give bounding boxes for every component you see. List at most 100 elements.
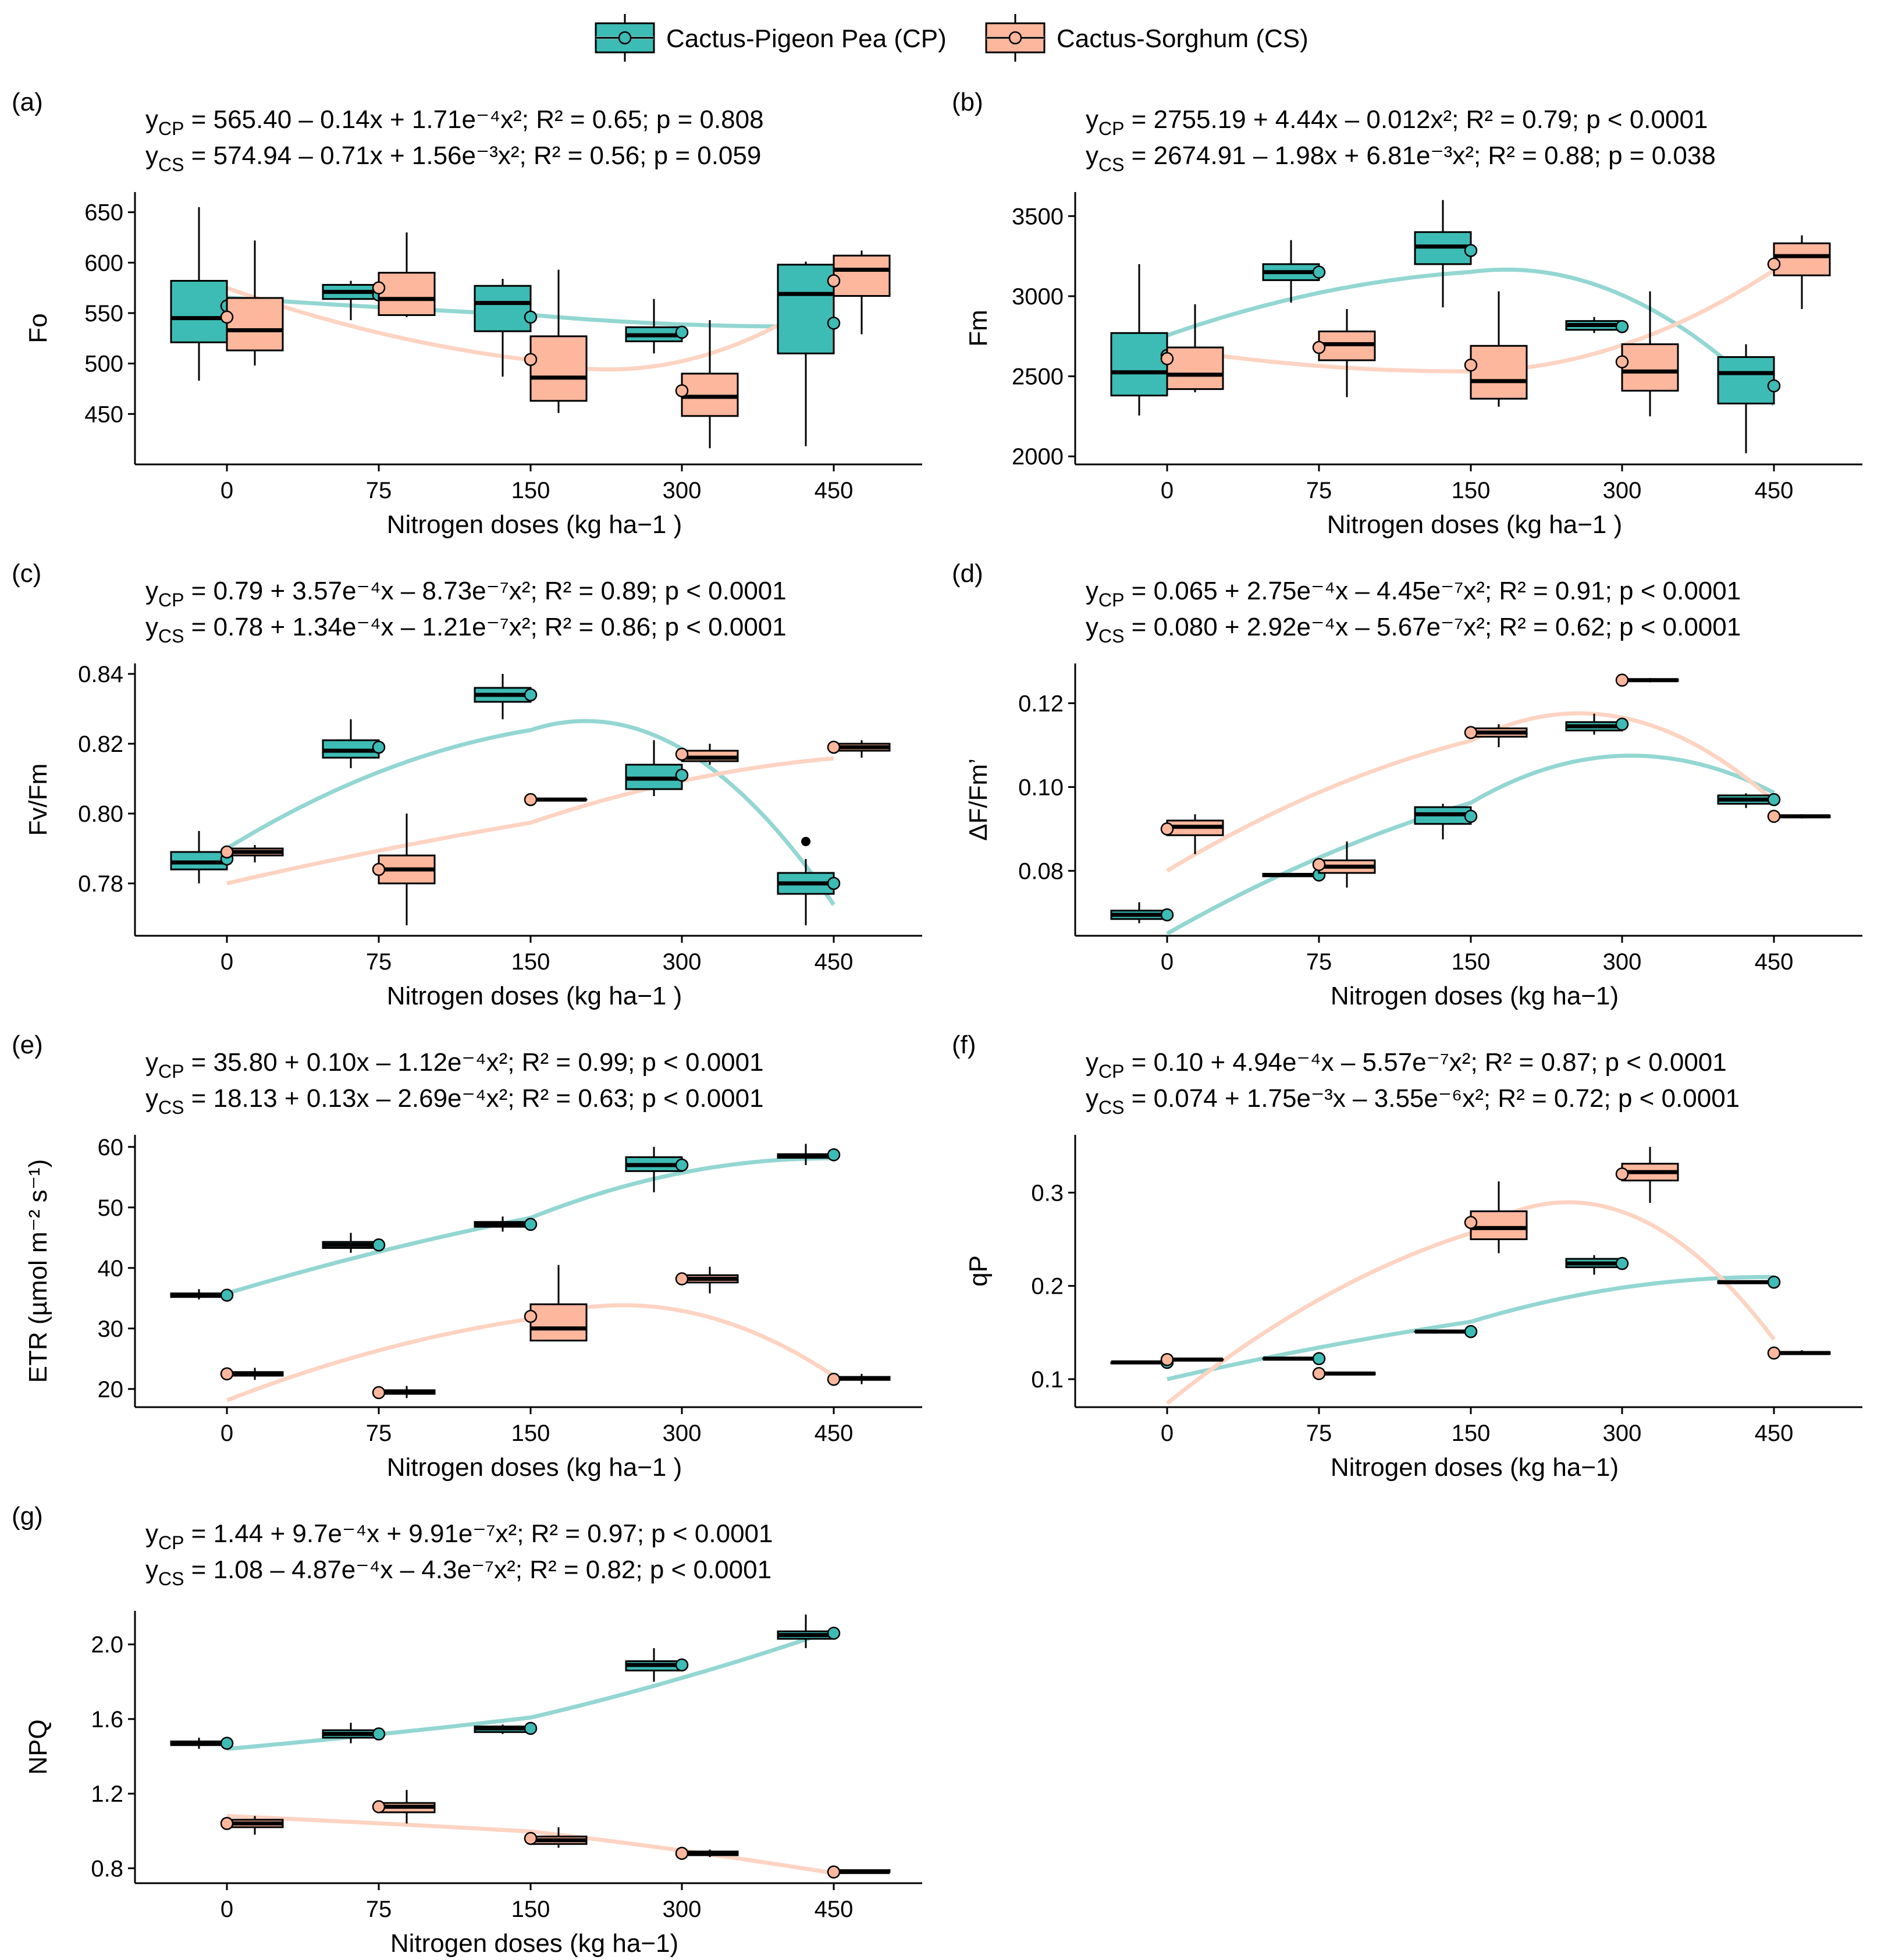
equation-subscript: CS <box>158 154 184 175</box>
box-cs-0 <box>1160 814 1224 854</box>
equation-y: y <box>1086 1084 1098 1113</box>
box-cs-150 <box>524 1827 588 1848</box>
box-cs-75 <box>372 1386 436 1400</box>
legend-key-cs <box>985 14 1046 62</box>
box-cs-75 <box>1312 308 1376 397</box>
mean-point <box>524 353 538 366</box>
eq-cs-equation: yCS = 0.78 + 1.34e⁻⁴x – 1.21e⁻⁷x²; R² = … <box>145 613 787 647</box>
box-cp-450 <box>1717 793 1781 808</box>
box-iqr <box>1470 1210 1528 1241</box>
fit-curve-cs <box>1165 1200 1776 1405</box>
mean-point <box>1767 793 1781 807</box>
fit-curve-cp <box>1166 267 1776 406</box>
box-cs-300 <box>675 320 739 449</box>
fit-curve-cs <box>226 1303 835 1402</box>
equation-subscript: CS <box>158 1568 184 1589</box>
box-iqr <box>1110 332 1168 397</box>
eq-cs-equation: yCS = 574.94 – 0.71x + 1.56e⁻³x²; R² = 0… <box>145 141 761 175</box>
mean-point <box>1312 340 1326 354</box>
box-cs-450 <box>827 740 891 758</box>
box-cs-150 <box>524 793 588 807</box>
mean-point <box>675 384 689 397</box>
mean-point <box>1160 908 1174 922</box>
x-tick-label: 150 <box>1452 1421 1491 1446</box>
mean-point <box>220 1288 234 1302</box>
mean-point <box>1615 319 1629 333</box>
mean-point <box>1312 265 1326 279</box>
box-iqr <box>170 280 228 343</box>
equation-y: y <box>1086 1048 1098 1077</box>
equation-body: = 18.13 + 0.13x – 2.69e⁻⁴x²; R² = 0.63; … <box>184 1084 763 1113</box>
box-cs-150 <box>524 1265 588 1342</box>
box-cs-300 <box>675 1266 739 1294</box>
eq-cs-equation: yCS = 1.08 – 4.87e⁻⁴x – 4.3e⁻⁷x²; R² = 0… <box>145 1556 771 1589</box>
eq-cs-equation: yCS = 2674.91 – 1.98x + 6.81e⁻³x²; R² = … <box>1086 141 1716 175</box>
box-cp-150 <box>474 1721 538 1735</box>
equation-body: = 2674.91 – 1.98x + 6.81e⁻³x²; R² = 0.88… <box>1124 141 1715 170</box>
equation-body: = 0.074 + 1.75e⁻³x – 3.55e⁻⁶x²; R² = 0.7… <box>1124 1084 1740 1113</box>
box-cs-75 <box>372 1789 436 1824</box>
x-tick-label: 450 <box>815 1897 854 1922</box>
chart-panel-b: (b) yCP = 2755.19 + 4.44x – 0.012x²; R² =… <box>952 88 1862 539</box>
equation-y: y <box>1086 577 1098 605</box>
box-cp-0 <box>170 1737 234 1750</box>
equation-body: = 1.44 + 9.7e⁻⁴x + 9.91e⁻⁷x²; R² = 0.97;… <box>184 1519 773 1548</box>
box-iqr <box>226 297 284 351</box>
x-tick-label: 450 <box>1755 949 1794 975</box>
equation-body: = 565.40 – 0.14x + 1.71e⁻⁴x²; R² = 0.65;… <box>184 105 763 134</box>
legend-label-cp: Cactus-Pigeon Pea (CP) <box>666 24 947 53</box>
y-axis-title: Fv/Fm <box>24 764 52 836</box>
equation-y: y <box>145 577 158 605</box>
box-cp-0 <box>170 207 234 381</box>
y-tick-label: 1.2 <box>91 1781 123 1807</box>
x-tick-label: 150 <box>1452 949 1491 975</box>
equation-y: y <box>145 1084 158 1113</box>
equation-subscript: CS <box>1098 1097 1124 1118</box>
box-cs-0 <box>220 1816 284 1835</box>
y-tick-label: 0.10 <box>1018 775 1064 800</box>
box-cp-150 <box>1414 200 1478 308</box>
box-cs-450 <box>1767 1346 1831 1360</box>
legend-key-cp <box>595 14 655 62</box>
fit-curve-cs <box>1166 711 1776 873</box>
eq-cp-equation: yCP = 0.065 + 2.75e⁻⁴x – 4.45e⁻⁷x²; R² =… <box>1086 577 1741 610</box>
y-tick-label: 0.3 <box>1031 1180 1064 1206</box>
box-iqr <box>1470 345 1528 400</box>
equation-subscript: CP <box>1098 118 1124 139</box>
box-cs-0 <box>220 240 284 366</box>
mean-point <box>827 1627 841 1640</box>
y-tick-label: 0.82 <box>78 732 123 757</box>
mean-point <box>220 310 234 324</box>
x-axis-title: Nitrogen doses (kg ha−1) <box>1331 1453 1619 1482</box>
panel-label: (f) <box>952 1031 976 1059</box>
box-cp-450 <box>777 1144 841 1165</box>
box-cs-0 <box>1160 1353 1224 1366</box>
equation-subscript: CS <box>1098 626 1124 647</box>
x-tick-label: 75 <box>366 478 392 503</box>
x-axis-title: Nitrogen doses (kg ha−1 ) <box>387 1453 682 1482</box>
chart-panel-g: (g) yCP = 1.44 + 9.7e⁻⁴x + 9.91e⁻⁷x²; R² … <box>12 1502 922 1958</box>
box-cs-300 <box>1615 291 1679 417</box>
box-cs-300 <box>1615 673 1679 687</box>
x-tick-label: 150 <box>511 1897 550 1922</box>
box-cs-450 <box>827 1865 891 1879</box>
box-cp-300 <box>1565 713 1629 735</box>
box-cs-150 <box>1464 291 1528 407</box>
panel-label: (e) <box>12 1031 43 1059</box>
box-cp-150 <box>474 1216 538 1232</box>
box-iqr <box>529 335 588 402</box>
y-axis-title: ΔF/Fm’ <box>964 758 993 841</box>
equation-body: = 2755.19 + 4.44x – 0.012x²; R² = 0.79; … <box>1124 105 1708 134</box>
mean-point <box>524 1831 538 1845</box>
eq-cp-equation: yCP = 1.44 + 9.7e⁻⁴x + 9.91e⁻⁷x²; R² = 0… <box>145 1519 773 1553</box>
box-cp-300 <box>625 299 689 354</box>
eq-cp-equation: yCP = 2755.19 + 4.44x – 0.012x²; R² = 0.… <box>1086 105 1708 139</box>
y-tick-label: 3000 <box>1012 284 1064 310</box>
y-tick-label: 550 <box>84 301 123 326</box>
x-axis-title: Nitrogen doses (kg ha−1 ) <box>387 982 682 1010</box>
y-tick-label: 20 <box>98 1377 124 1402</box>
y-tick-label: 40 <box>98 1256 124 1281</box>
equation-y: y <box>1086 141 1098 170</box>
y-axis-title: NPQ <box>24 1719 52 1774</box>
mean-point <box>827 1865 841 1879</box>
